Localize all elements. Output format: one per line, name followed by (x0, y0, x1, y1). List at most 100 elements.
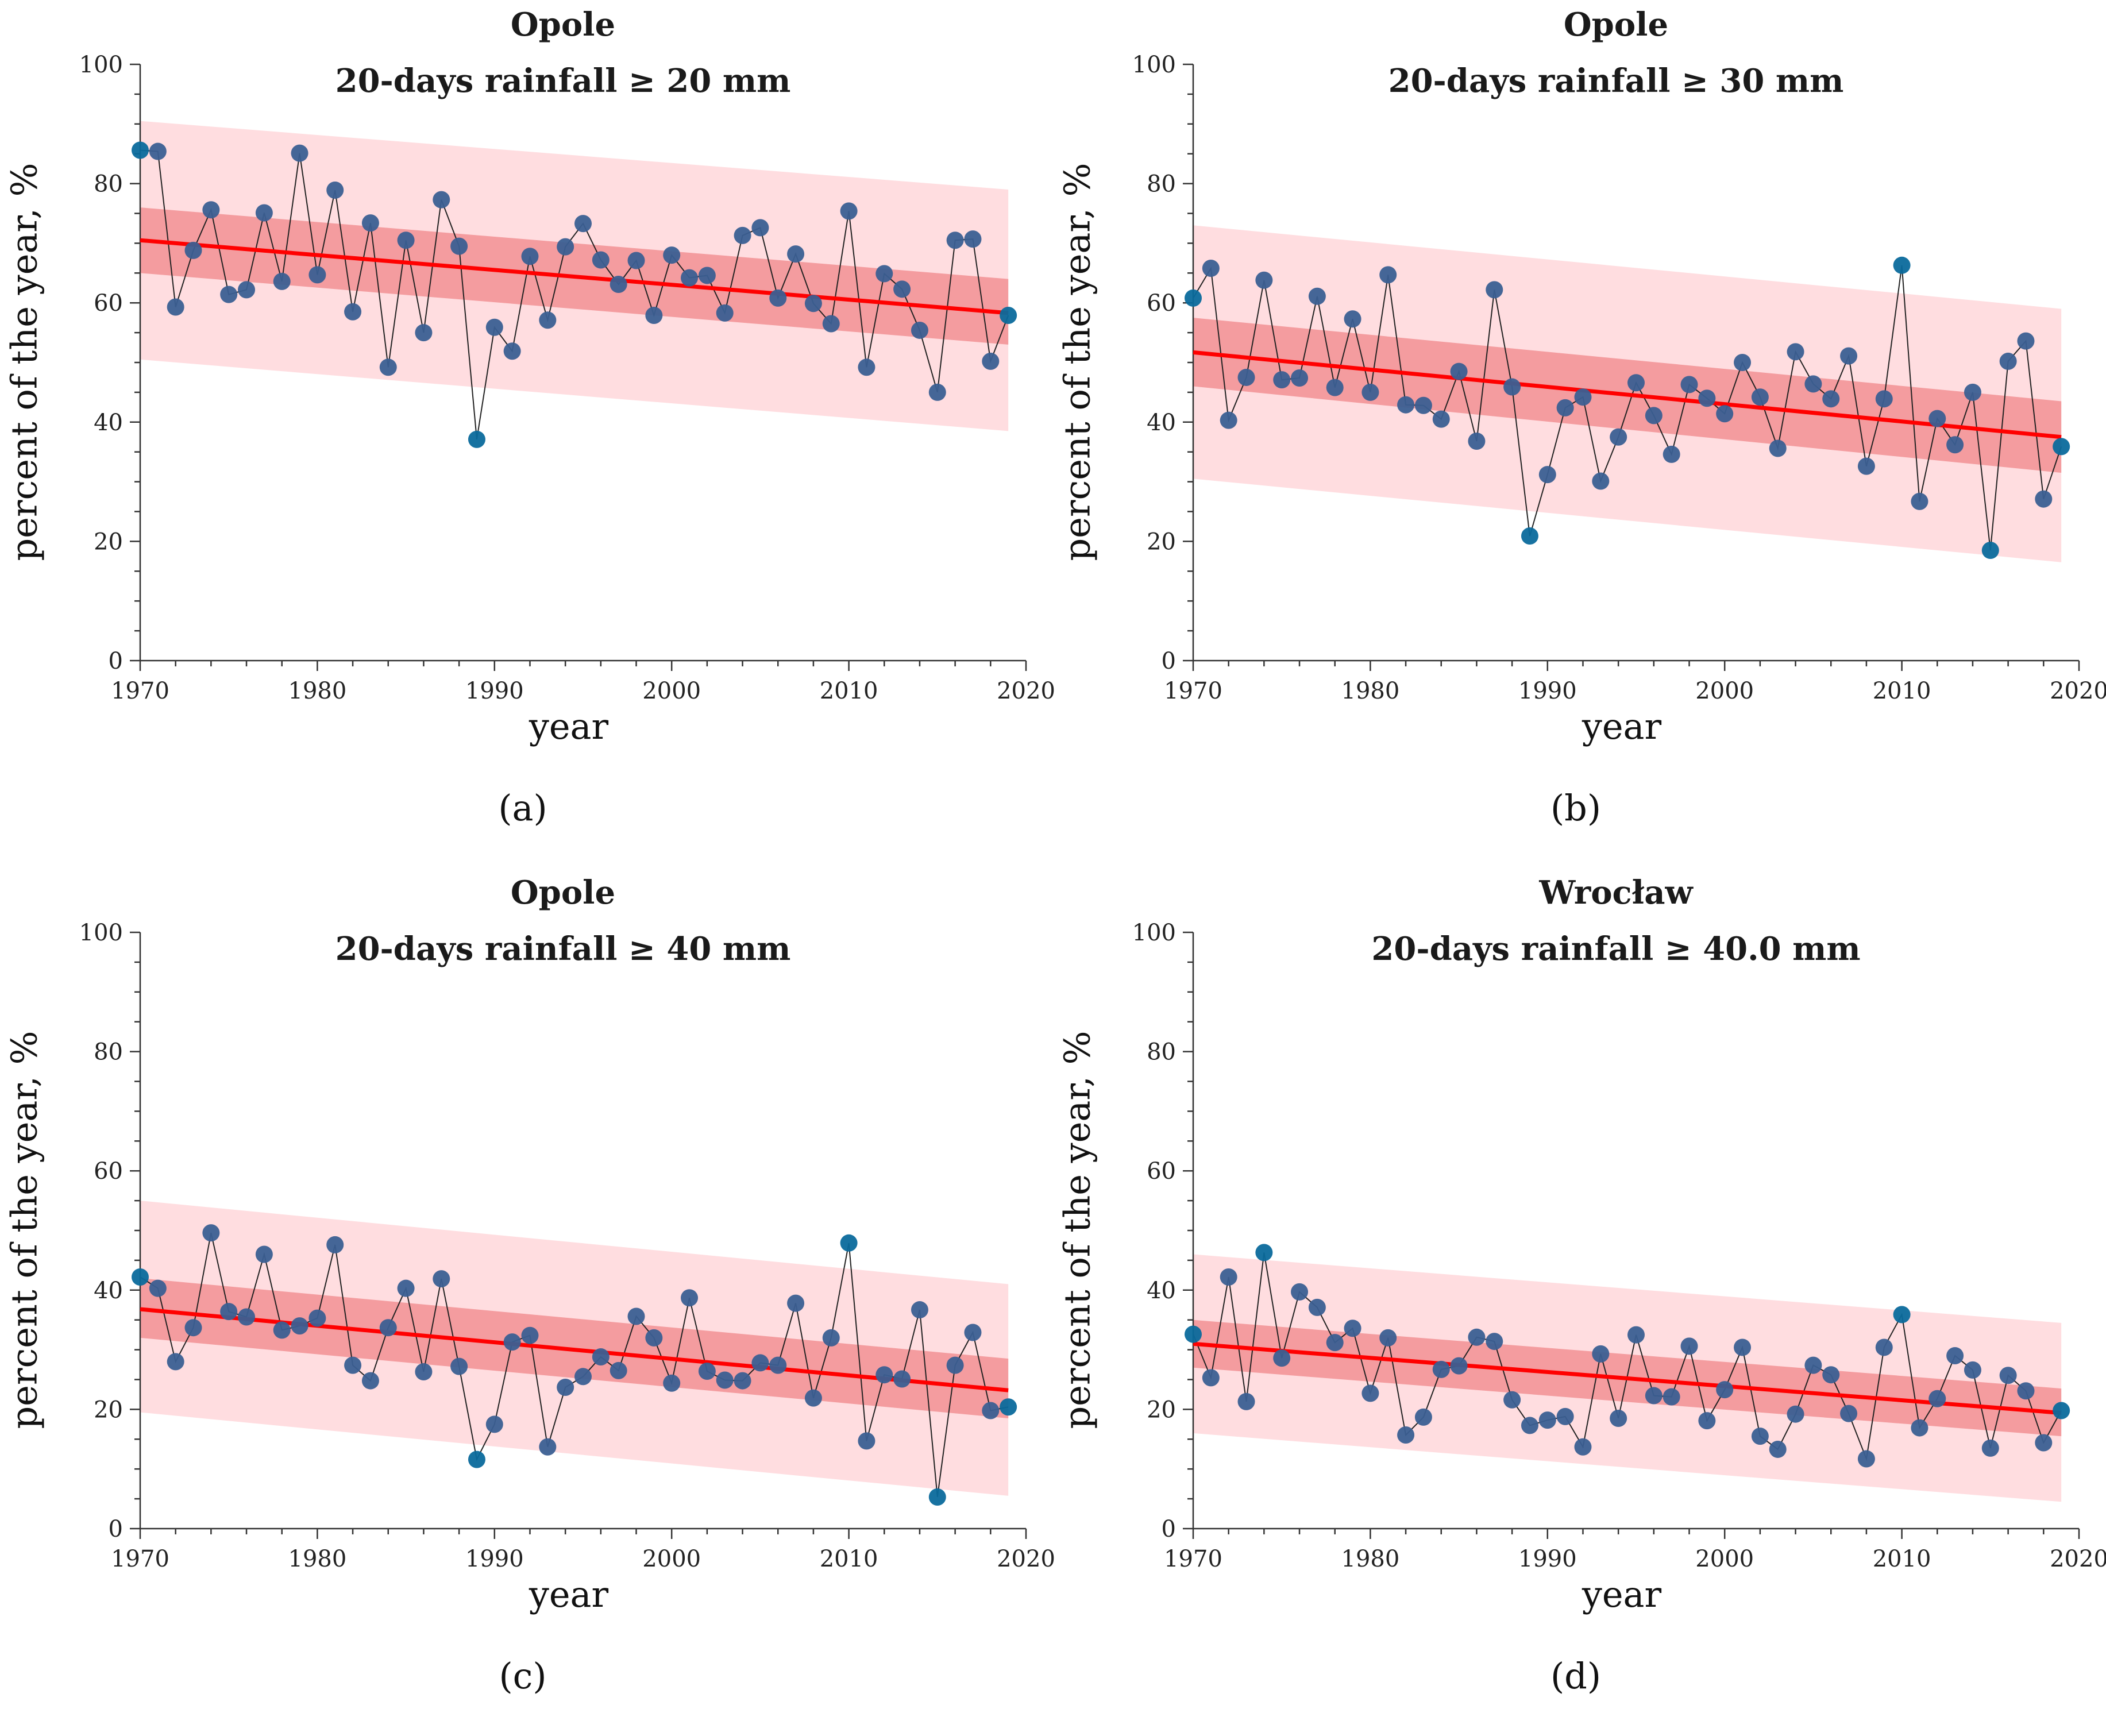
data-point (1645, 1387, 1663, 1405)
data-point (344, 303, 362, 321)
data-point (1822, 1366, 1840, 1384)
data-point (450, 237, 468, 255)
y-tick-label: 40 (1147, 410, 1176, 436)
y-tick-label: 20 (1147, 528, 1176, 555)
data-point (1521, 1417, 1538, 1434)
data-point (1273, 371, 1291, 389)
y-tick-label: 60 (1147, 1158, 1176, 1185)
data-point (1610, 1409, 1627, 1427)
data-point (574, 1368, 592, 1386)
x-axis-label: year (1582, 1573, 1662, 1615)
x-tick-label: 1990 (465, 1546, 524, 1572)
y-tick-label: 80 (94, 1039, 123, 1066)
data-point (1237, 1392, 1255, 1410)
data-point (1734, 1338, 1752, 1356)
data-point (804, 1389, 822, 1407)
data-point (1202, 259, 1220, 277)
x-tick-label: 2020 (997, 678, 1055, 704)
data-point (2017, 332, 2035, 350)
highlighted-data-point (1185, 1325, 1202, 1343)
data-point (893, 1370, 911, 1388)
data-point (503, 1333, 521, 1351)
y-tick-label: 100 (79, 52, 123, 78)
data-point (1928, 1390, 1946, 1407)
series-line (140, 149, 1009, 440)
highlighted-data-point (1255, 1244, 1273, 1262)
data-point (1468, 1328, 1486, 1346)
data-point (450, 1357, 468, 1375)
data-point (361, 1372, 379, 1390)
data-point (1663, 1388, 1680, 1406)
x-tick-label: 2010 (820, 678, 878, 704)
y-tick-label: 100 (1132, 52, 1176, 78)
data-point (1291, 1283, 1309, 1301)
y-axis-label: percent of the year, % (1056, 163, 1098, 561)
data-point (344, 1356, 362, 1374)
plot-a: 0 20 40 60 80 100 1970 1980 1990 2000 2010 2020 (79, 52, 1055, 704)
data-point (1450, 1357, 1468, 1375)
highlighted-data-point (1893, 1306, 1911, 1324)
data-point (1556, 1407, 1574, 1425)
data-point (982, 1402, 1000, 1419)
station-title: Opole (510, 6, 616, 44)
data-point (485, 318, 503, 336)
panel-caption: (b) (1550, 787, 1602, 829)
data-point (1804, 375, 1822, 393)
data-point (397, 232, 415, 249)
x-tick-label: 2010 (1873, 678, 1931, 704)
data-point (610, 276, 627, 294)
highlighted-data-point (1521, 527, 1538, 545)
highlighted-data-point (1893, 256, 1911, 274)
data-point (1698, 1412, 1716, 1430)
data-point (787, 1294, 805, 1312)
data-point (1308, 287, 1326, 305)
x-tick-label: 2010 (1873, 1546, 1931, 1572)
x-tick-label: 2000 (1695, 678, 1754, 704)
data-point (2035, 1434, 2053, 1452)
data-point (1627, 374, 1645, 392)
y-tick-label: 100 (79, 920, 123, 946)
x-axis-label: year (529, 1573, 609, 1615)
data-point (964, 230, 982, 248)
chart-panel-b: 0 20 40 60 80 100 1970 1980 1990 2000 2010 2020 Opo… (1053, 0, 2106, 868)
data-point (911, 321, 928, 339)
x-tick-label: 2010 (820, 1546, 878, 1572)
y-tick-label: 80 (1147, 171, 1176, 198)
chart-title: 20-days rainfall ≥ 40 mm (335, 930, 791, 968)
x-tick-label: 1970 (1164, 678, 1222, 704)
highlighted-data-point (132, 1268, 149, 1286)
data-point (1751, 388, 1769, 406)
data-point (875, 265, 893, 283)
data-point (557, 238, 574, 256)
panel-caption: (a) (498, 787, 547, 829)
data-point (397, 1279, 415, 1297)
data-point (379, 1319, 397, 1337)
data-point (1716, 405, 1734, 423)
data-point (1344, 310, 1361, 328)
data-point (1361, 383, 1379, 401)
data-point (716, 304, 734, 322)
data-point (1503, 378, 1521, 396)
highlighted-data-point (1000, 1398, 1017, 1416)
data-point (308, 1309, 326, 1327)
data-point (326, 182, 344, 199)
data-point (663, 246, 681, 264)
data-point (255, 1245, 273, 1263)
data-point (1911, 1419, 1928, 1437)
y-tick-label: 100 (1132, 920, 1176, 946)
y-tick-label: 0 (1162, 648, 1176, 674)
data-point (663, 1374, 681, 1392)
data-point (238, 1308, 256, 1326)
data-point (1857, 1450, 1875, 1468)
data-point (1840, 1405, 1858, 1422)
data-point (1680, 1337, 1698, 1355)
data-point (415, 324, 433, 342)
data-point (1220, 411, 1237, 429)
data-point (539, 1438, 557, 1456)
data-point (734, 1372, 751, 1390)
data-point (1574, 388, 1592, 406)
data-point (1397, 1426, 1415, 1444)
data-point (1291, 369, 1309, 387)
data-point (716, 1371, 734, 1389)
